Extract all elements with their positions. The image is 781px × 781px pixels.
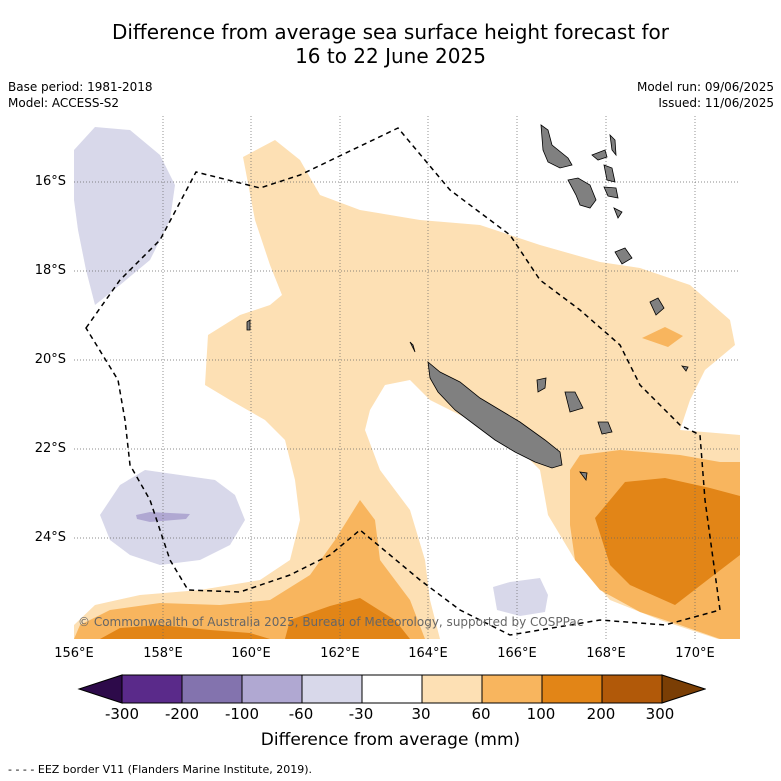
model-text: Model: ACCESS-S2 <box>8 96 120 110</box>
map-title: Difference from average sea surface heig… <box>0 20 781 68</box>
colorbar-segment <box>181 674 243 704</box>
eez-legend-footer: - - - - EEZ border V11 (Flanders Marine … <box>8 763 313 776</box>
isle-of-pines <box>579 471 588 482</box>
colorbar-tick-300: 300 <box>645 705 675 723</box>
issued-text: Issued: 11/06/2025 <box>658 96 774 110</box>
contour-pos-100-east <box>595 478 740 605</box>
vanuatu-island4 <box>567 177 597 209</box>
colorbar-segment <box>601 674 663 704</box>
loyalty-2 <box>564 391 584 413</box>
colorbar-segment <box>121 674 183 704</box>
base-period-text: Base period: 1981-2018 <box>8 80 153 94</box>
colorbar-tick-neg30: -30 <box>348 705 374 723</box>
colorbar-segment <box>241 674 303 704</box>
colorbar-segment <box>421 674 483 704</box>
lat-label-16s: 16°S <box>34 174 66 189</box>
contour-pos-100-south <box>100 625 270 639</box>
colorbar-tick-neg200: -200 <box>164 705 200 723</box>
title-line-1: Difference from average sea surface heig… <box>111 20 670 44</box>
colorbar-tick-60: 60 <box>471 705 491 723</box>
contour-neg-south <box>493 578 548 616</box>
colorbar-tick-200: 200 <box>586 705 616 723</box>
colorbar-tick-neg100: -100 <box>224 705 260 723</box>
lat-label-20s: 20°S <box>34 352 66 367</box>
loyalty-3 <box>597 421 613 435</box>
lon-label-156e: 156°E <box>54 646 94 661</box>
vanuatu-island5 <box>603 164 616 183</box>
title-line-2: 16 to 22 June 2025 <box>295 44 486 68</box>
contour-pos-100-south2 <box>285 598 410 639</box>
colorbar-extend-low <box>77 674 123 704</box>
graticule <box>74 116 740 639</box>
chesterfield-islet <box>246 319 251 331</box>
lat-label-18s: 18°S <box>34 263 66 278</box>
land <box>246 124 689 482</box>
model-run-text: Model run: 09/06/2025 <box>636 80 774 94</box>
lon-label-166e: 166°E <box>497 646 537 661</box>
colorbar-tick-neg60: -60 <box>288 705 314 723</box>
lon-label-164e: 164°E <box>408 646 448 661</box>
colorbar-tick-neg300: -300 <box>104 705 140 723</box>
lat-label-24s: 24°S <box>34 530 66 545</box>
vanuatu-island7 <box>613 207 623 219</box>
eez-border <box>85 127 721 636</box>
meta-left: Base period: 1981-2018 Model: ACCESS-S2 <box>8 79 153 111</box>
colorbar <box>77 674 706 704</box>
lon-label-162e: 162°E <box>320 646 360 661</box>
contour-neg-nw <box>74 127 175 305</box>
vanuatu-island8 <box>614 247 633 265</box>
colorbar-segment <box>481 674 543 704</box>
lon-label-160e: 160°E <box>231 646 271 661</box>
colorbar-segment <box>361 674 423 704</box>
contour-neg-sw-core <box>136 512 190 522</box>
belep-islet <box>409 341 416 353</box>
lat-label-22s: 22°S <box>34 441 66 456</box>
colorbar-extend-high <box>661 674 706 704</box>
copyright-notice: © Commonwealth of Australia 2025, Bureau… <box>78 615 584 629</box>
colorbar-tick-30: 30 <box>411 705 431 723</box>
colorbar-tick-100: 100 <box>526 705 556 723</box>
lon-label-168e: 168°E <box>586 646 626 661</box>
colorbar-segment <box>301 674 363 704</box>
loyalty-1 <box>536 377 547 393</box>
vanuatu-island3 <box>609 133 617 157</box>
vanuatu-island2 <box>591 149 608 161</box>
meta-right: Model run: 09/06/2025 Issued: 11/06/2025 <box>637 79 774 111</box>
colorbar-title: Difference from average (mm) <box>260 730 521 750</box>
map-canvas <box>74 116 740 639</box>
vanuatu-north <box>540 124 573 169</box>
lon-label-158e: 158°E <box>143 646 183 661</box>
colorbar-segment <box>541 674 603 704</box>
hunter-island <box>681 365 689 372</box>
lon-label-170e: 170°E <box>675 646 715 661</box>
contour-pos-60-islet <box>642 327 683 347</box>
matthew-island <box>649 297 665 316</box>
new-caledonia <box>427 361 563 469</box>
vanuatu-island6 <box>603 186 619 199</box>
